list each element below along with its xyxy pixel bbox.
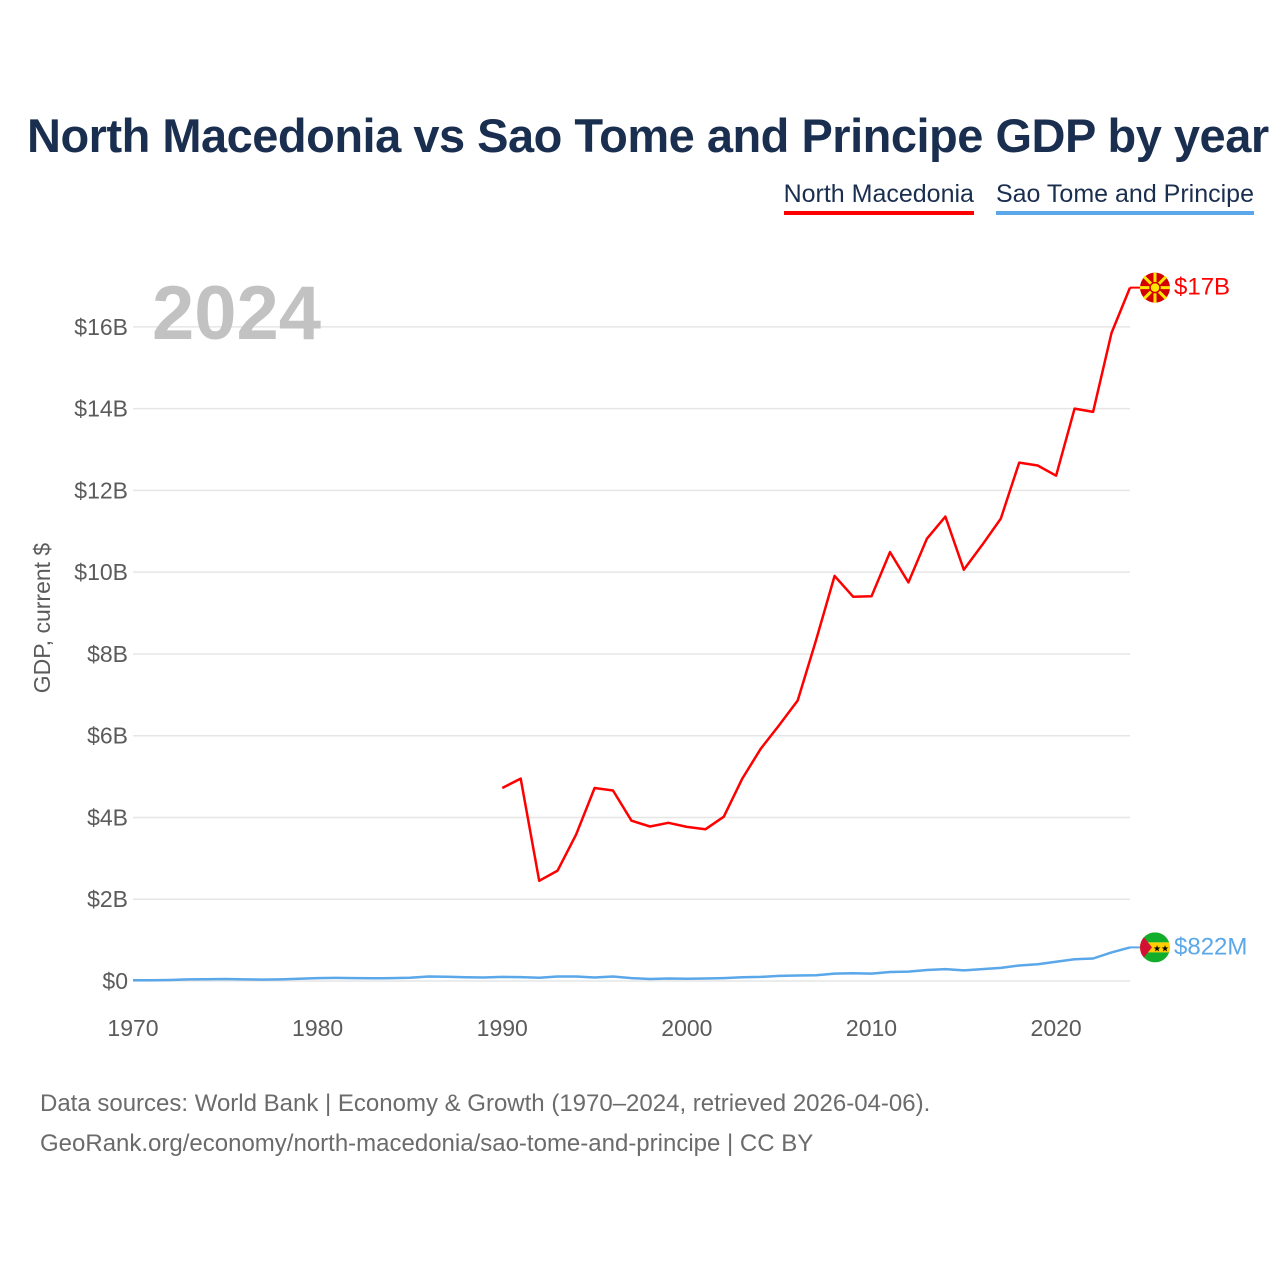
x-tick-label: 1970 [107, 1015, 158, 1041]
y-axis-ticks: $0 $2B $4B $6B $8B $10B $12B $14B $16B [74, 314, 128, 994]
sao-tome-end-marker: ★★ $822M [1130, 932, 1247, 963]
sao-tome-end-label: $822M [1174, 933, 1247, 960]
grid-lines [133, 326, 1130, 982]
source-line-2[interactable]: GeoRank.org/economy/north-macedonia/sao-… [40, 1130, 814, 1157]
y-tick-label: $6B [87, 723, 128, 749]
legend-item-north-macedonia[interactable]: North Macedonia [783, 180, 974, 215]
series-line-sao-tome-and-principe[interactable] [133, 946, 1131, 982]
y-tick-label: $2B [87, 886, 128, 912]
source-line-1: Data sources: World Bank | Economy & Gro… [40, 1090, 931, 1117]
series-line-north-macedonia[interactable] [501, 287, 1132, 883]
line-chart: 2024 $0 $2B $4B $6B $8B $10B $12B $14B $16B 1970… [29, 271, 1247, 1041]
x-tick-label: 2020 [1031, 1015, 1082, 1041]
y-tick-label: $8B [87, 641, 128, 667]
x-tick-label: 1980 [292, 1015, 343, 1041]
y-tick-label: $10B [74, 559, 128, 585]
x-tick-label: 1990 [477, 1015, 528, 1041]
year-watermark: 2024 [152, 271, 321, 356]
x-tick-label: 2010 [846, 1015, 897, 1041]
sao-tome-flag-icon: ★★ [1140, 932, 1170, 963]
y-tick-label: $12B [74, 477, 128, 503]
y-tick-label: $14B [74, 396, 128, 422]
chart-title: North Macedonia vs Sao Tome and Principe… [27, 109, 1269, 162]
north-macedonia-end-marker: $17B [1130, 272, 1230, 303]
series-lines [133, 287, 1132, 982]
svg-text:★★: ★★ [1153, 943, 1169, 953]
data-source-note: Data sources: World Bank | Economy & Gro… [40, 1084, 930, 1164]
y-tick-label: $4B [87, 804, 128, 830]
legend: North Macedonia Sao Tome and Principe [783, 180, 1254, 215]
north-macedonia-flag-icon [1140, 272, 1170, 303]
north-macedonia-end-label: $17B [1174, 274, 1230, 301]
legend-item-sao-tome[interactable]: Sao Tome and Principe [995, 180, 1254, 215]
x-axis-ticks: 1970 1980 1990 2000 2010 2020 [107, 1015, 1081, 1041]
y-axis-label: GDP, current $ [29, 543, 55, 694]
y-tick-label: $0 [102, 968, 128, 994]
x-tick-label: 2000 [661, 1015, 712, 1041]
y-tick-label: $16B [74, 314, 128, 340]
